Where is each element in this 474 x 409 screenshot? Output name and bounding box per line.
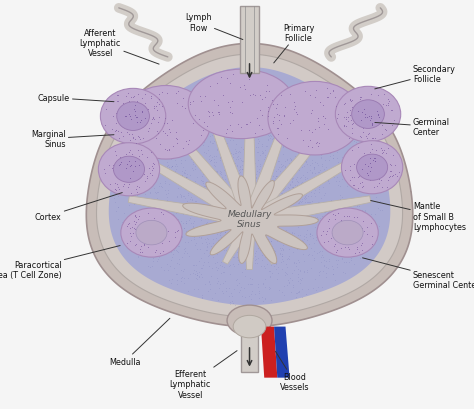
- Ellipse shape: [100, 89, 166, 144]
- Polygon shape: [168, 125, 255, 225]
- Ellipse shape: [136, 221, 167, 245]
- Ellipse shape: [317, 209, 378, 258]
- Ellipse shape: [268, 82, 362, 155]
- Text: Medulla: Medulla: [109, 319, 170, 366]
- Text: Lymph
Flow: Lymph Flow: [185, 13, 243, 40]
- Text: Blood
Vessels: Blood Vessels: [275, 352, 309, 391]
- Ellipse shape: [335, 87, 401, 143]
- Polygon shape: [240, 7, 259, 74]
- Polygon shape: [244, 125, 331, 225]
- Polygon shape: [248, 196, 371, 228]
- Polygon shape: [109, 68, 390, 306]
- Ellipse shape: [188, 70, 294, 139]
- Text: Medullary
Sinus: Medullary Sinus: [228, 209, 272, 229]
- Polygon shape: [241, 327, 258, 372]
- Ellipse shape: [113, 157, 145, 183]
- Polygon shape: [128, 196, 251, 228]
- Text: Primary
Follicle: Primary Follicle: [274, 24, 314, 64]
- Ellipse shape: [233, 316, 266, 338]
- Polygon shape: [205, 105, 256, 223]
- Ellipse shape: [98, 144, 160, 196]
- Text: Efferent
Lymphatic
Vessel: Efferent Lymphatic Vessel: [170, 351, 237, 399]
- Ellipse shape: [117, 103, 149, 131]
- Text: Afferent
Lymphatic
Vessel: Afferent Lymphatic Vessel: [80, 29, 159, 65]
- Text: Cortex: Cortex: [35, 193, 122, 221]
- Polygon shape: [242, 99, 257, 221]
- Text: Marginal
Sinus: Marginal Sinus: [31, 130, 114, 149]
- Ellipse shape: [121, 209, 182, 258]
- Polygon shape: [244, 218, 276, 265]
- Text: Secondary
Follicle: Secondary Follicle: [375, 64, 456, 90]
- Polygon shape: [182, 177, 319, 264]
- Polygon shape: [97, 55, 402, 317]
- Ellipse shape: [352, 101, 384, 129]
- Ellipse shape: [227, 306, 272, 336]
- Text: Mantle
of Small B
Lymphocytes: Mantle of Small B Lymphocytes: [371, 201, 466, 231]
- Polygon shape: [274, 327, 290, 378]
- Polygon shape: [261, 327, 277, 378]
- Ellipse shape: [341, 142, 403, 194]
- Ellipse shape: [356, 155, 388, 181]
- Polygon shape: [142, 157, 253, 227]
- Text: Germinal
Center: Germinal Center: [375, 117, 450, 137]
- Text: Senescent
Germinal Center: Senescent Germinal Center: [363, 258, 474, 290]
- Polygon shape: [246, 157, 357, 227]
- Text: Capsule: Capsule: [37, 94, 114, 103]
- Text: Paracortical
Area (T Cell Zone): Paracortical Area (T Cell Zone): [0, 246, 120, 279]
- Ellipse shape: [121, 86, 211, 160]
- Polygon shape: [244, 221, 255, 270]
- Polygon shape: [222, 218, 255, 265]
- Ellipse shape: [332, 221, 363, 245]
- Polygon shape: [86, 44, 413, 327]
- Polygon shape: [243, 105, 294, 223]
